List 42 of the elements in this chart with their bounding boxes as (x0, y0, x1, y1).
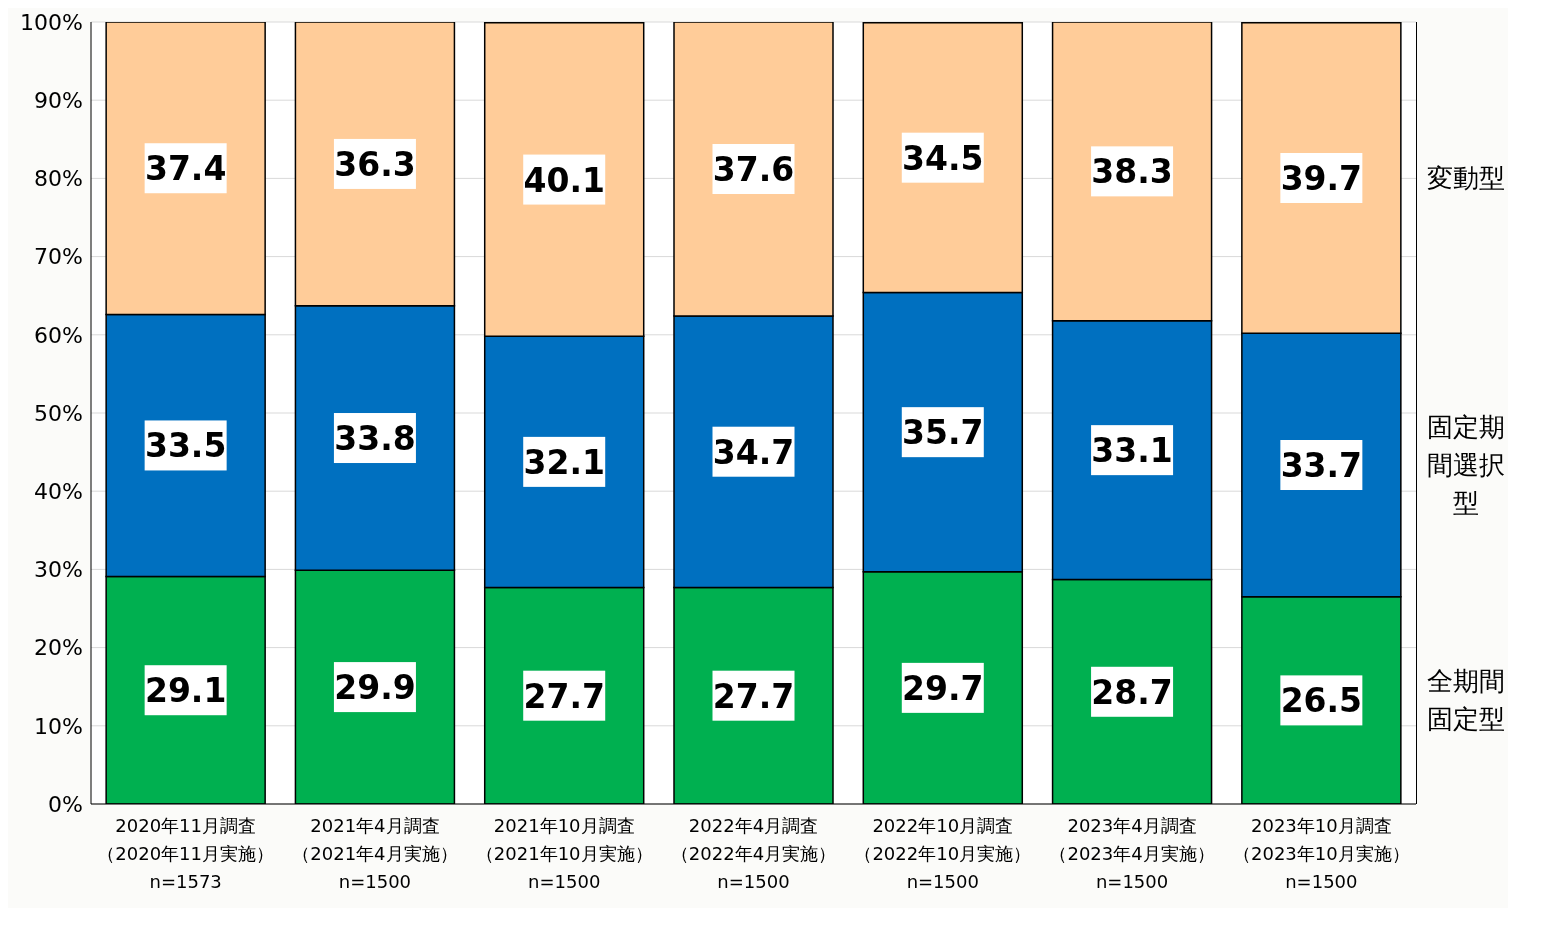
series-label: 固定期間選択型 (1426, 411, 1506, 520)
data-label: 27.7 (523, 676, 605, 716)
data-label: 37.6 (712, 150, 795, 190)
data-label: 32.1 (523, 442, 605, 482)
data-label: 39.7 (1280, 159, 1363, 199)
data-label: 29.7 (902, 668, 984, 708)
y-tick-label: 80% (34, 166, 83, 192)
y-tick-label: 40% (34, 479, 83, 505)
y-tick-label: 0% (48, 791, 83, 817)
y-tick-label: 50% (34, 400, 83, 426)
data-label: 37.4 (144, 149, 227, 189)
data-label: 33.5 (144, 426, 227, 466)
y-tick-label: 10% (34, 713, 83, 739)
series-label: 全期間固定型 (1426, 665, 1506, 737)
y-tick-label: 100% (20, 9, 83, 35)
x-tick-label: 2020年11月調査（2020年11月実施）n=1573 (97, 815, 274, 892)
y-tick-label: 20% (34, 635, 83, 661)
y-tick-label: 30% (34, 557, 83, 583)
x-tick-label: 2022年4月調査（2022年4月実施）n=1500 (670, 815, 837, 892)
y-tick-label: 90% (34, 88, 83, 114)
data-label: 29.9 (334, 668, 416, 708)
data-label: 27.7 (712, 676, 795, 716)
series-label: 変動型 (1426, 162, 1506, 195)
data-label: 26.5 (1280, 681, 1363, 721)
x-tick-label: 2023年10月調査（2023年10月実施）n=1500 (1233, 815, 1410, 892)
x-tick-label: 2023年4月調査（2023年4月実施）n=1500 (1049, 815, 1215, 892)
data-label: 33.8 (334, 419, 416, 459)
data-label: 36.3 (334, 144, 416, 184)
data-label: 33.7 (1280, 446, 1363, 485)
x-tick-label: 2021年4月調査（2021年4月実施）n=1500 (292, 815, 458, 892)
data-label: 40.1 (523, 160, 605, 200)
data-label: 34.5 (902, 138, 984, 178)
data-label: 34.7 (712, 432, 795, 472)
data-label: 33.1 (1091, 431, 1173, 471)
y-tick-label: 70% (34, 244, 83, 270)
data-label: 35.7 (902, 413, 984, 453)
y-tick-label: 60% (34, 322, 83, 348)
data-label: 28.7 (1091, 672, 1173, 712)
x-tick-label: 2022年10月調査（2022年10月実施）n=1500 (854, 815, 1032, 892)
x-tick-label: 2021年10月調査（2021年10月実施）n=1500 (475, 815, 653, 892)
data-label: 29.1 (144, 671, 227, 711)
data-label: 38.3 (1091, 152, 1173, 192)
